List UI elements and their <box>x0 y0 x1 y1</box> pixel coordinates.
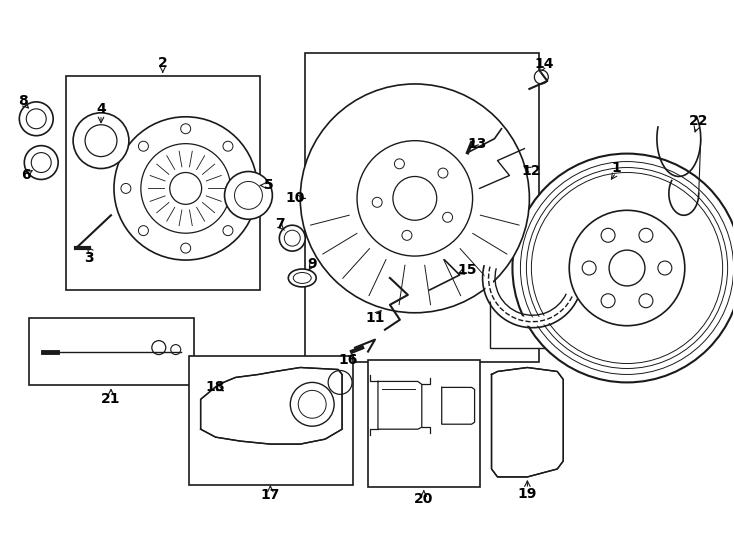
Circle shape <box>438 168 448 178</box>
Polygon shape <box>492 368 563 477</box>
Circle shape <box>139 141 148 151</box>
Text: 18: 18 <box>206 380 225 394</box>
Circle shape <box>284 230 300 246</box>
Circle shape <box>225 172 272 219</box>
Circle shape <box>24 146 58 179</box>
Circle shape <box>601 228 615 242</box>
Circle shape <box>73 113 129 168</box>
Circle shape <box>152 341 166 355</box>
Bar <box>368 360 479 487</box>
Circle shape <box>170 172 202 204</box>
Circle shape <box>19 102 53 136</box>
Circle shape <box>171 345 181 355</box>
Circle shape <box>526 167 727 368</box>
Circle shape <box>26 109 46 129</box>
Circle shape <box>402 231 412 240</box>
Text: 7: 7 <box>275 217 285 231</box>
Text: 19: 19 <box>517 487 537 501</box>
Text: 9: 9 <box>308 257 317 271</box>
Text: 21: 21 <box>101 393 120 406</box>
Circle shape <box>32 153 51 172</box>
Circle shape <box>531 172 723 363</box>
Text: 4: 4 <box>96 102 106 116</box>
Circle shape <box>372 197 382 207</box>
Circle shape <box>141 144 230 233</box>
Circle shape <box>443 212 453 222</box>
Circle shape <box>394 159 404 169</box>
Circle shape <box>121 184 131 193</box>
Bar <box>29 318 194 386</box>
Text: 20: 20 <box>414 492 434 506</box>
Polygon shape <box>200 368 342 444</box>
Bar <box>206 397 224 425</box>
Circle shape <box>520 161 733 374</box>
Text: 22: 22 <box>689 114 708 128</box>
Text: 15: 15 <box>458 263 477 277</box>
Text: 16: 16 <box>338 353 357 367</box>
Circle shape <box>357 140 473 256</box>
Circle shape <box>512 153 734 382</box>
Circle shape <box>570 210 685 326</box>
Text: 2: 2 <box>158 56 167 70</box>
Circle shape <box>181 243 191 253</box>
Circle shape <box>658 261 672 275</box>
Text: 1: 1 <box>611 160 621 174</box>
Circle shape <box>114 117 258 260</box>
Circle shape <box>290 382 334 426</box>
Circle shape <box>328 370 352 394</box>
Text: 5: 5 <box>264 178 273 192</box>
Text: 8: 8 <box>18 94 28 108</box>
Circle shape <box>234 181 262 210</box>
Circle shape <box>639 228 653 242</box>
Text: 12: 12 <box>522 164 541 178</box>
Circle shape <box>601 294 615 308</box>
Circle shape <box>241 184 250 193</box>
Circle shape <box>393 177 437 220</box>
Text: 3: 3 <box>84 251 94 265</box>
Text: 10: 10 <box>286 191 305 205</box>
Circle shape <box>181 124 191 134</box>
Text: 17: 17 <box>261 488 280 502</box>
Bar <box>490 210 571 348</box>
Circle shape <box>139 226 148 235</box>
Text: 6: 6 <box>21 168 31 183</box>
Ellipse shape <box>294 273 311 284</box>
Circle shape <box>582 261 596 275</box>
Circle shape <box>280 225 305 251</box>
Circle shape <box>223 226 233 235</box>
Circle shape <box>298 390 326 418</box>
Ellipse shape <box>288 269 316 287</box>
Text: 11: 11 <box>366 310 385 325</box>
Circle shape <box>223 141 233 151</box>
Bar <box>189 355 353 485</box>
Bar <box>66 76 261 290</box>
Circle shape <box>300 84 529 313</box>
Circle shape <box>534 70 548 84</box>
Circle shape <box>639 294 653 308</box>
Text: 14: 14 <box>534 57 554 71</box>
Circle shape <box>85 125 117 157</box>
Bar <box>305 53 539 361</box>
Circle shape <box>609 250 645 286</box>
Text: 13: 13 <box>468 137 487 151</box>
